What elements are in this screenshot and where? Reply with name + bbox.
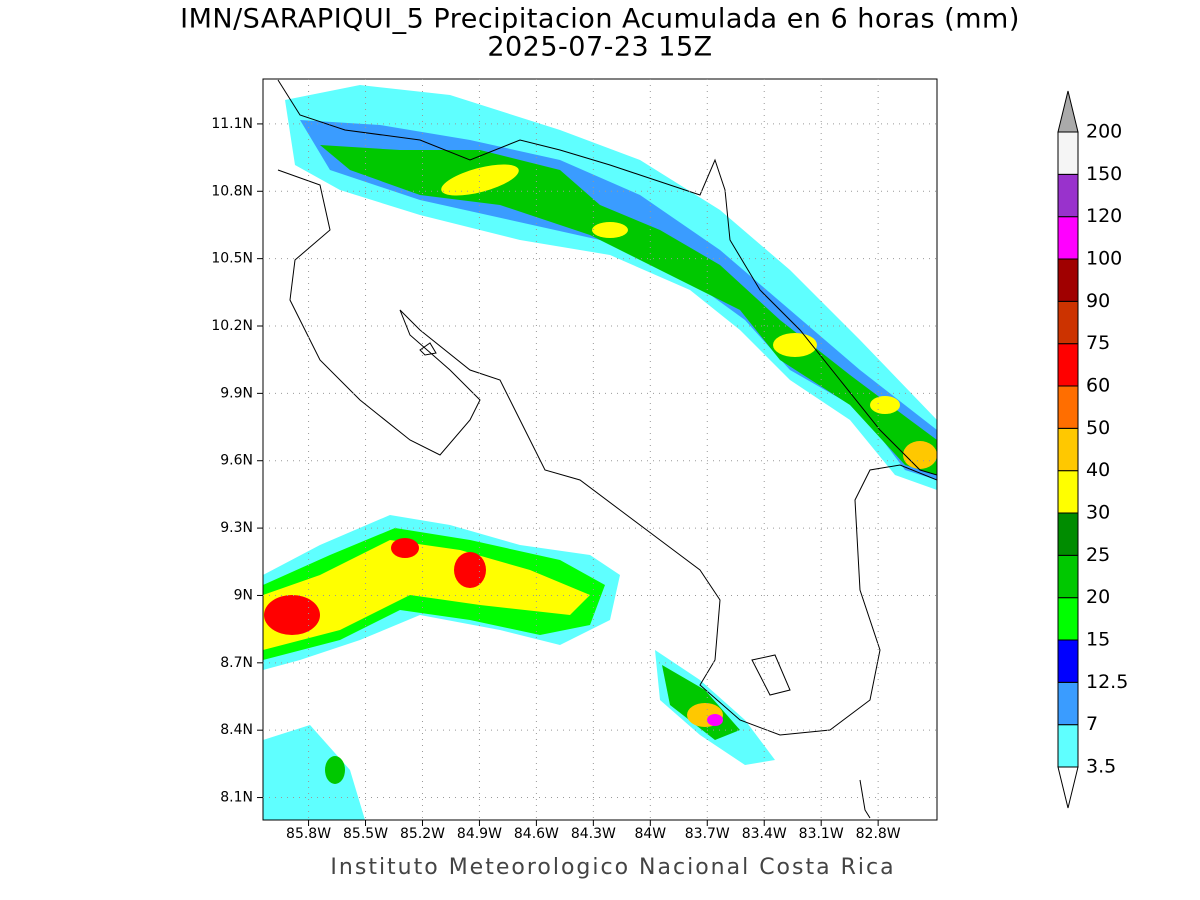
footer: Instituto Meteorologico Nacional Costa R… [330, 855, 895, 880]
colorbar-label: 90 [1086, 290, 1110, 312]
colorbar-swatch [1057, 131, 1079, 175]
x-tick-label: 83.7W [685, 826, 730, 842]
colorbar-label: 150 [1086, 163, 1122, 185]
y-tick-label: 10.8N [211, 183, 253, 199]
colorbar-swatch [1057, 258, 1079, 302]
colorbar-label: 50 [1086, 417, 1110, 439]
y-tick-label: 10.5N [211, 251, 253, 267]
title: IMN/SARAPIQUI_5 Precipitacion Acumulada … [180, 4, 1020, 35]
colorbar-label: 12.5 [1086, 671, 1128, 693]
x-tick-label: 85.8W [286, 826, 331, 842]
colorbar-swatch [1057, 597, 1079, 641]
colorbar-label: 7 [1086, 713, 1098, 735]
colorbar-swatch [1057, 216, 1079, 260]
colorbar-swatch [1057, 681, 1079, 726]
y-tick-label: 10.2N [211, 318, 253, 334]
y-tick-label: 8.4N [220, 722, 253, 738]
x-tick-label: 84.9W [457, 826, 502, 842]
colorbar-triangle [1057, 766, 1079, 809]
colorbar-label: 60 [1086, 375, 1110, 397]
plot-frame [262, 78, 938, 821]
y-tick-label: 9.9N [220, 385, 253, 401]
x-tick-label: 82.8W [856, 826, 901, 842]
colorbar-swatch [1057, 724, 1079, 768]
colorbar-swatch [1057, 173, 1079, 218]
colorbar-label: 20 [1086, 586, 1110, 608]
x-tick-label: 84W [634, 826, 666, 842]
colorbar-label: 30 [1086, 502, 1110, 524]
colorbar-swatch [1057, 470, 1079, 514]
y-tick-label: 9.6N [220, 453, 253, 469]
x-tick-label: 83.1W [799, 826, 844, 842]
colorbar-swatch [1057, 385, 1079, 429]
x-tick-label: 85.2W [400, 826, 445, 842]
colorbar-label: 75 [1086, 332, 1110, 354]
subtitle: 2025-07-23 15Z [487, 32, 712, 63]
colorbar-swatch [1057, 300, 1079, 345]
x-tick-label: 83.4W [742, 826, 787, 842]
colorbar-label: 3.5 [1086, 756, 1116, 778]
colorbar-label: 200 [1086, 121, 1122, 143]
colorbar-label: 15 [1086, 629, 1110, 651]
y-tick-label: 9.3N [220, 520, 253, 536]
y-tick-label: 8.7N [220, 655, 253, 671]
colorbar-swatch [1057, 343, 1079, 387]
precipitation-field [263, 85, 937, 820]
colorbar-swatch [1057, 639, 1079, 683]
colorbar-swatch [1057, 554, 1079, 599]
colorbar-label: 40 [1086, 459, 1110, 481]
colorbar-label: 100 [1086, 248, 1122, 270]
x-tick-label: 84.3W [571, 826, 616, 842]
x-tick-label: 85.5W [343, 826, 388, 842]
x-tick-label: 84.6W [514, 826, 559, 842]
colorbar-label: 25 [1086, 544, 1110, 566]
y-tick-label: 9N [234, 587, 253, 603]
colorbar-label: 120 [1086, 205, 1122, 227]
colorbar-swatch [1057, 512, 1079, 556]
colorbar-triangle [1057, 90, 1079, 133]
colorbar-swatch [1057, 427, 1079, 472]
y-tick-label: 11.1N [211, 116, 253, 132]
y-tick-label: 8.1N [220, 790, 253, 806]
